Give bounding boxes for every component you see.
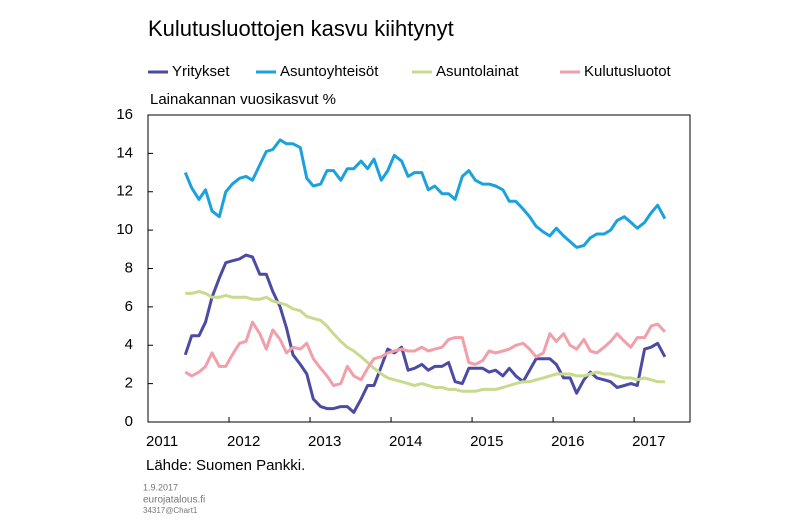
y-tick-label: 0: [125, 413, 133, 430]
y-tick-label: 4: [125, 336, 133, 353]
y-tick-label: 8: [125, 259, 133, 276]
y-tick-label: 14: [116, 144, 133, 161]
x-tick-label: 2016: [551, 433, 584, 450]
x-tick-label: 2012: [227, 433, 260, 450]
line: [185, 290, 665, 393]
x-tick-label: 2014: [389, 433, 422, 450]
legend-label: Asuntoyhteisöt: [280, 63, 379, 80]
line: [183, 138, 667, 249]
x-tick-label: 2011: [146, 433, 178, 450]
line: [184, 320, 666, 387]
y-tick-label: 12: [116, 183, 133, 200]
chart-title: Kulutusluottojen kasvu kiihtynyt: [148, 16, 454, 41]
note: eurojatalous.fi: [143, 495, 205, 506]
y-tick-label: 6: [125, 298, 133, 315]
x-tick-label: 2013: [308, 433, 341, 450]
line: [183, 253, 667, 414]
legend-label: Kulutusluotot: [584, 63, 672, 80]
x-tick-label: 2015: [470, 433, 503, 450]
x-tick-label: 2017: [632, 433, 665, 450]
legend-label: Yritykset: [172, 63, 230, 80]
y-tick-label: 10: [116, 221, 133, 238]
source: Lähde: Suomen Pankki.: [146, 457, 305, 474]
plot-frame: [147, 114, 691, 423]
note: 34317@Chart1: [143, 506, 198, 515]
y-tick-label: 2: [125, 375, 133, 392]
y-tick-label: 16: [116, 106, 133, 123]
y-axis-label: Lainakannan vuosikasvut %: [150, 91, 336, 108]
legend-label: Asuntolainat: [436, 63, 519, 80]
note: 1.9.2017: [143, 482, 178, 492]
